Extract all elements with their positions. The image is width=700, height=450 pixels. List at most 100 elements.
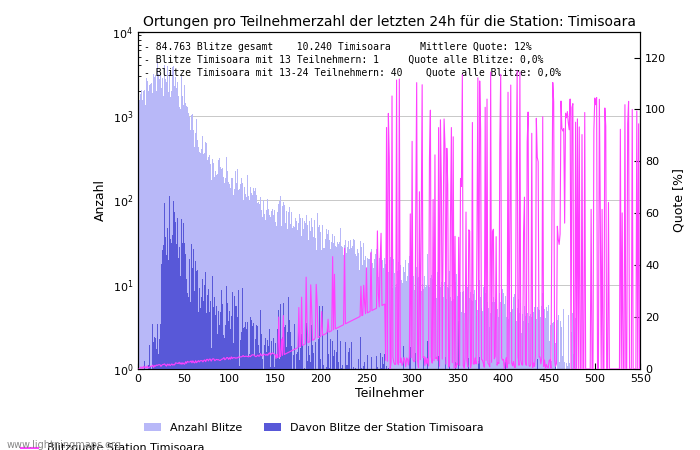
Bar <box>505 369 507 450</box>
Bar <box>466 300 468 450</box>
Bar <box>284 205 285 450</box>
Bar <box>557 369 558 450</box>
Bar <box>526 369 528 450</box>
Bar <box>157 324 158 450</box>
Bar <box>209 155 210 450</box>
Bar <box>441 369 442 450</box>
Bar <box>533 312 534 450</box>
Bar <box>153 342 154 450</box>
Bar <box>144 361 145 450</box>
Bar <box>144 90 145 450</box>
Bar <box>562 369 564 450</box>
Bar <box>230 188 231 450</box>
Bar <box>524 306 525 450</box>
Bar <box>306 323 307 450</box>
Bar <box>487 369 489 450</box>
Bar <box>391 270 393 450</box>
Bar <box>293 355 294 450</box>
Bar <box>189 260 190 450</box>
Bar <box>366 369 367 450</box>
Bar <box>306 215 307 450</box>
Bar <box>480 297 481 450</box>
Bar <box>564 369 565 450</box>
Bar <box>544 309 545 450</box>
Bar <box>183 223 184 450</box>
Bar <box>486 299 487 450</box>
Bar <box>238 290 239 450</box>
Bar <box>205 142 206 450</box>
Bar <box>325 239 326 450</box>
Bar <box>175 222 176 450</box>
Bar <box>429 288 430 450</box>
Bar <box>193 130 195 450</box>
Bar <box>225 178 226 450</box>
Bar <box>377 367 378 450</box>
Bar <box>216 176 217 450</box>
Bar <box>204 153 205 450</box>
Bar <box>160 75 162 450</box>
Bar <box>402 369 403 450</box>
Bar <box>181 76 183 450</box>
Bar <box>156 349 157 450</box>
Bar <box>412 271 414 450</box>
Bar <box>432 279 433 450</box>
Bar <box>459 369 460 450</box>
Bar <box>369 369 370 450</box>
Bar <box>256 325 258 450</box>
Bar <box>433 369 435 450</box>
Bar <box>397 369 398 450</box>
Bar <box>432 369 433 450</box>
Bar <box>303 369 304 450</box>
Bar <box>486 369 487 450</box>
Bar <box>558 369 559 450</box>
Bar <box>517 299 519 450</box>
Bar <box>418 369 419 450</box>
Bar <box>494 302 495 450</box>
Bar <box>252 326 253 450</box>
Bar <box>418 277 419 450</box>
Bar <box>241 183 243 450</box>
Bar <box>331 242 332 450</box>
Bar <box>498 369 499 450</box>
Bar <box>363 365 364 450</box>
Bar <box>160 324 162 450</box>
Bar <box>604 406 606 450</box>
Bar <box>364 362 365 450</box>
Bar <box>419 369 420 450</box>
Bar <box>316 213 318 450</box>
Bar <box>218 160 219 450</box>
Bar <box>601 395 603 450</box>
Bar <box>627 414 628 450</box>
Bar <box>316 369 318 450</box>
Bar <box>547 369 549 450</box>
Bar <box>552 369 553 450</box>
Bar <box>559 321 561 450</box>
Bar <box>426 285 427 450</box>
Bar <box>174 212 175 450</box>
Bar <box>372 263 373 450</box>
Bar <box>574 376 575 450</box>
Bar <box>519 369 520 450</box>
Bar <box>280 196 281 450</box>
Bar <box>415 353 416 450</box>
Bar <box>292 228 293 450</box>
Bar <box>142 99 143 450</box>
Bar <box>244 189 246 450</box>
Y-axis label: Anzahl: Anzahl <box>94 179 107 221</box>
Bar <box>411 369 412 450</box>
Bar <box>196 271 197 450</box>
Bar <box>258 345 259 450</box>
Bar <box>147 81 148 450</box>
Bar <box>447 369 448 450</box>
Bar <box>231 315 232 450</box>
Bar <box>185 254 186 450</box>
Bar <box>410 346 411 450</box>
Bar <box>348 241 349 450</box>
Bar <box>155 338 156 450</box>
Bar <box>412 343 414 450</box>
Bar <box>189 117 190 450</box>
Bar <box>370 257 372 450</box>
Bar <box>577 382 578 450</box>
Bar <box>307 244 309 450</box>
Bar <box>159 79 160 450</box>
